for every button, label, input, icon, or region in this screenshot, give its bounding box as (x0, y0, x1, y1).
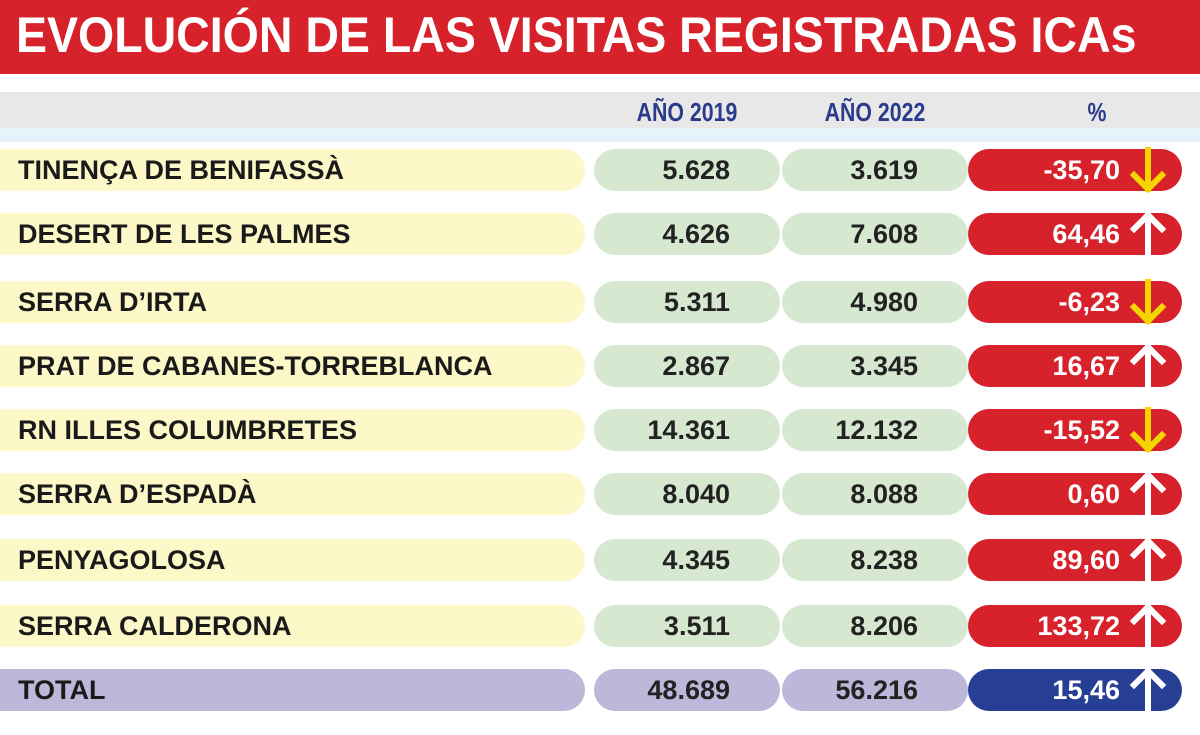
percent-cell: 0,60 (968, 470, 1182, 518)
area-name-cell: PENYAGOLOSA (0, 539, 585, 581)
table-row: RN ILLES COLUMBRETES 14.361 12.132 -15,52 (0, 406, 1200, 454)
percent-cell: 89,60 (968, 536, 1182, 584)
percent-cell: 15,46 (968, 666, 1182, 714)
percent-cell: 16,67 (968, 342, 1182, 390)
area-name: SERRA CALDERONA (18, 611, 292, 641)
table-row: PENYAGOLOSA 4.345 8.238 89,60 (0, 536, 1200, 584)
value-2022: 56.216 (835, 675, 918, 705)
value-2022-cell: 8.238 (782, 539, 968, 581)
table-row: PRAT DE CABANES-TORREBLANCA 2.867 3.345 16,… (0, 342, 1200, 390)
arrow-up-icon (1128, 470, 1168, 518)
value-2022: 8.088 (850, 479, 918, 509)
arrow-up-icon (1128, 210, 1168, 258)
percent-cell: -15,52 (968, 406, 1182, 454)
value-2022-cell: 8.088 (782, 473, 968, 515)
area-name-cell: TINENÇA DE BENIFASSÀ (0, 149, 585, 191)
value-2022-cell: 4.980 (782, 281, 968, 323)
value-2019-cell: 14.361 (594, 409, 780, 451)
area-name: SERRA D’IRTA (18, 287, 207, 317)
value-2022-cell: 12.132 (782, 409, 968, 451)
area-name: DESERT DE LES PALMES (18, 219, 351, 249)
percent-value: 133,72 (1037, 611, 1120, 641)
percent-cell: -35,70 (968, 146, 1182, 194)
percent-value: -35,70 (1043, 155, 1120, 185)
value-2022-cell: 3.619 (782, 149, 968, 191)
area-name: PENYAGOLOSA (18, 545, 226, 575)
arrow-up-icon (1128, 666, 1168, 714)
area-name-cell: SERRA D’ESPADÀ (0, 473, 585, 515)
percent-value: 89,60 (1052, 545, 1120, 575)
area-name: TINENÇA DE BENIFASSÀ (18, 155, 345, 185)
value-2022: 3.345 (850, 351, 918, 381)
arrow-down-icon (1128, 406, 1168, 454)
table-row: DESERT DE LES PALMES 4.626 7.608 64,46 (0, 210, 1200, 258)
value-2019: 5.311 (663, 287, 730, 317)
value-2019: 2.867 (662, 351, 730, 381)
value-2022: 8.238 (850, 545, 918, 575)
value-2022: 8.206 (850, 611, 918, 641)
area-name: RN ILLES COLUMBRETES (18, 415, 358, 445)
table-row: SERRA CALDERONA 3.511 8.206 133,72 (0, 602, 1200, 650)
value-2019-cell: 8.040 (594, 473, 780, 515)
value-2019-cell: 5.311 (594, 281, 780, 323)
chart-title: EVOLUCIÓN DE LAS VISITAS REGISTRADAS ICA… (16, 7, 1137, 63)
header-percent: % (1087, 97, 1107, 127)
area-name-cell: SERRA D’IRTA (0, 281, 585, 323)
area-name: TOTAL (18, 675, 106, 705)
area-name-cell: TOTAL (0, 669, 585, 711)
area-name: SERRA D’ESPADÀ (18, 479, 257, 509)
area-name-cell: SERRA CALDERONA (0, 605, 585, 647)
value-2022: 7.608 (850, 219, 918, 249)
header-year-2022: AÑO 2022 (824, 97, 926, 127)
percent-value: -15,52 (1043, 415, 1120, 445)
arrow-up-icon (1128, 602, 1168, 650)
table-row: TINENÇA DE BENIFASSÀ 5.628 3.619 -35,70 (0, 146, 1200, 194)
value-2019: 5.628 (662, 155, 730, 185)
area-name-cell: RN ILLES COLUMBRETES (0, 409, 585, 451)
value-2019: 4.626 (662, 219, 730, 249)
value-2022-cell: 3.345 (782, 345, 968, 387)
title-bar: EVOLUCIÓN DE LAS VISITAS REGISTRADAS ICA… (0, 0, 1200, 74)
percent-value: 16,67 (1052, 351, 1120, 381)
header-divider (0, 128, 1200, 142)
area-name: PRAT DE CABANES-TORREBLANCA (18, 351, 493, 381)
header-year-2019: AÑO 2019 (636, 97, 738, 127)
area-name-cell: PRAT DE CABANES-TORREBLANCA (0, 345, 585, 387)
percent-cell: 133,72 (968, 602, 1182, 650)
percent-value: 15,46 (1052, 675, 1120, 705)
value-2019: 14.361 (647, 415, 730, 445)
value-2022: 4.980 (850, 287, 918, 317)
value-2019-cell: 4.345 (594, 539, 780, 581)
value-2019-cell: 2.867 (594, 345, 780, 387)
percent-cell: -6,23 (968, 278, 1182, 326)
value-2019-cell: 48.689 (594, 669, 780, 711)
percent-value: 64,46 (1052, 219, 1120, 249)
total-row: TOTAL 48.689 56.216 15,46 (0, 666, 1200, 714)
table-row: SERRA D’IRTA 5.311 4.980 -6,23 (0, 278, 1200, 326)
arrow-up-icon (1128, 342, 1168, 390)
area-name-cell: DESERT DE LES PALMES (0, 213, 585, 255)
arrow-up-icon (1128, 536, 1168, 584)
value-2022-cell: 7.608 (782, 213, 968, 255)
percent-value: 0,60 (1067, 479, 1120, 509)
value-2019-cell: 4.626 (594, 213, 780, 255)
value-2019-cell: 5.628 (594, 149, 780, 191)
percent-value: -6,23 (1058, 287, 1120, 317)
percent-cell: 64,46 (968, 210, 1182, 258)
value-2022: 12.132 (835, 415, 918, 445)
value-2019: 8.040 (662, 479, 730, 509)
value-2022-cell: 56.216 (782, 669, 968, 711)
value-2022-cell: 8.206 (782, 605, 968, 647)
value-2019: 4.345 (662, 545, 730, 575)
value-2019-cell: 3.511 (594, 605, 780, 647)
table-row: SERRA D’ESPADÀ 8.040 8.088 0,60 (0, 470, 1200, 518)
value-2019: 48.689 (647, 675, 730, 705)
value-2022: 3.619 (850, 155, 918, 185)
header-band (0, 92, 1200, 128)
arrow-down-icon (1128, 278, 1168, 326)
value-2019: 3.511 (663, 611, 730, 641)
arrow-down-icon (1128, 146, 1168, 194)
